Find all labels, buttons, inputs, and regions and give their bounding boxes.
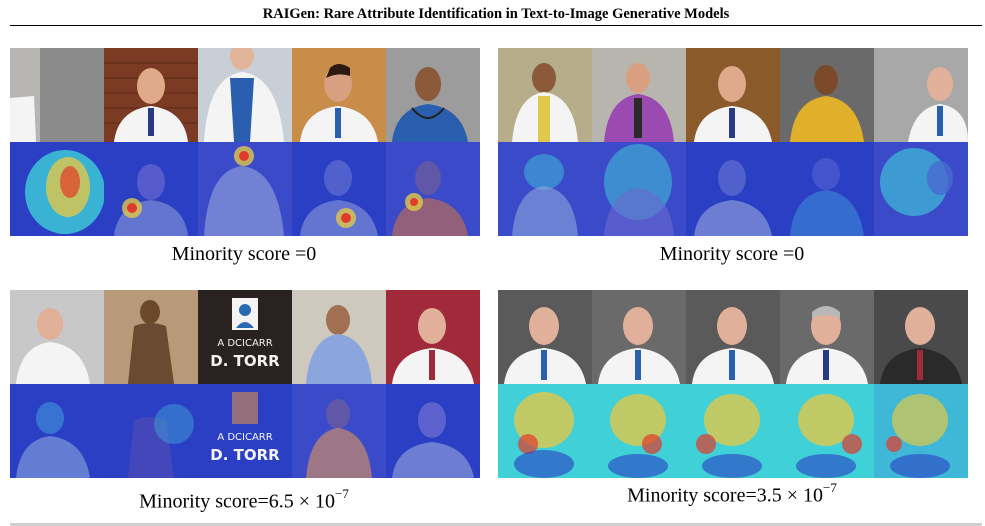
attention-heatmap — [498, 384, 592, 478]
poster-line-1: A DCICARR — [217, 338, 272, 349]
minority-score-caption: Minority score =0 — [498, 242, 966, 266]
attention-heatmap — [386, 384, 480, 478]
poster-image: A DCICARR D. TORR — [198, 290, 292, 384]
doctor-image — [780, 48, 874, 142]
attention-heatmap — [104, 384, 198, 478]
doctor-image — [386, 290, 480, 384]
attention-heatmap — [874, 142, 968, 236]
minority-score-caption: Minority score=3.5 × 10−7 — [498, 478, 966, 508]
caption-text: Minority score =0 — [659, 243, 805, 265]
attention-heatmap — [10, 384, 104, 478]
doctor-image — [874, 290, 968, 384]
image-grid — [498, 290, 968, 478]
attention-heatmap — [10, 142, 104, 236]
doctor-image — [104, 48, 198, 142]
figure-panel-bottom-right: Minority score=3.5 × 10−7 — [498, 290, 968, 507]
doctor-image — [10, 48, 104, 142]
doctor-image — [198, 48, 292, 142]
doctor-image — [686, 48, 780, 142]
figure-panel-top-right: Minority score =0 — [498, 48, 968, 265]
attention-heatmap — [292, 142, 386, 236]
caption-text: Minority score =0 — [171, 243, 317, 265]
caption-exponent: −7 — [335, 486, 349, 501]
doctor-image — [498, 48, 592, 142]
doctor-image — [686, 290, 780, 384]
minority-score-caption: Minority score=6.5 × 10−7 — [10, 484, 478, 514]
poster-line-2: D. TORR — [210, 352, 280, 370]
doctor-image — [10, 290, 104, 384]
attention-heatmap — [780, 384, 874, 478]
minority-score-caption: Minority score =0 — [10, 242, 478, 266]
image-grid: A DCICARR D. TORR A DCICARR D. TORR — [10, 290, 480, 478]
attention-heatmap — [874, 384, 968, 478]
paper-title: RAIGen: Rare Attribute Identification in… — [262, 6, 730, 22]
attention-heatmap — [292, 384, 386, 478]
poster-line-1: A DCICARR — [217, 432, 272, 443]
caption-text: Minority score=3.5 × 10 — [627, 484, 824, 507]
caption-text: Minority score=6.5 × 10 — [139, 490, 336, 513]
figure-panel-bottom-left: A DCICARR D. TORR A DCICARR D. TORR Minori… — [10, 290, 480, 513]
page-header: RAIGen: Rare Attribute Identification in… — [10, 3, 982, 26]
doctor-image — [386, 48, 480, 142]
attention-heatmap — [592, 142, 686, 236]
figure-panel-top-left: Minority score =0 — [10, 48, 480, 265]
cut-off-text-line — [10, 517, 982, 526]
attention-heatmap — [686, 142, 780, 236]
attention-heatmap — [686, 384, 780, 478]
doctor-image — [780, 290, 874, 384]
attention-heatmap — [498, 142, 592, 236]
attention-heatmap — [592, 384, 686, 478]
attention-heatmap — [198, 142, 292, 236]
doctor-image — [104, 290, 198, 384]
doctor-image — [292, 48, 386, 142]
image-grid — [10, 48, 480, 236]
attention-heatmap — [780, 142, 874, 236]
image-grid — [498, 48, 968, 236]
caption-exponent: −7 — [823, 480, 837, 495]
doctor-image — [592, 290, 686, 384]
doctor-image — [292, 290, 386, 384]
attention-heatmap — [104, 142, 198, 236]
doctor-image — [498, 290, 592, 384]
attention-heatmap — [386, 142, 480, 236]
doctor-image — [592, 48, 686, 142]
poster-line-2: D. TORR — [210, 446, 280, 464]
doctor-image — [874, 48, 968, 142]
attention-heatmap: A DCICARR D. TORR — [198, 384, 292, 478]
